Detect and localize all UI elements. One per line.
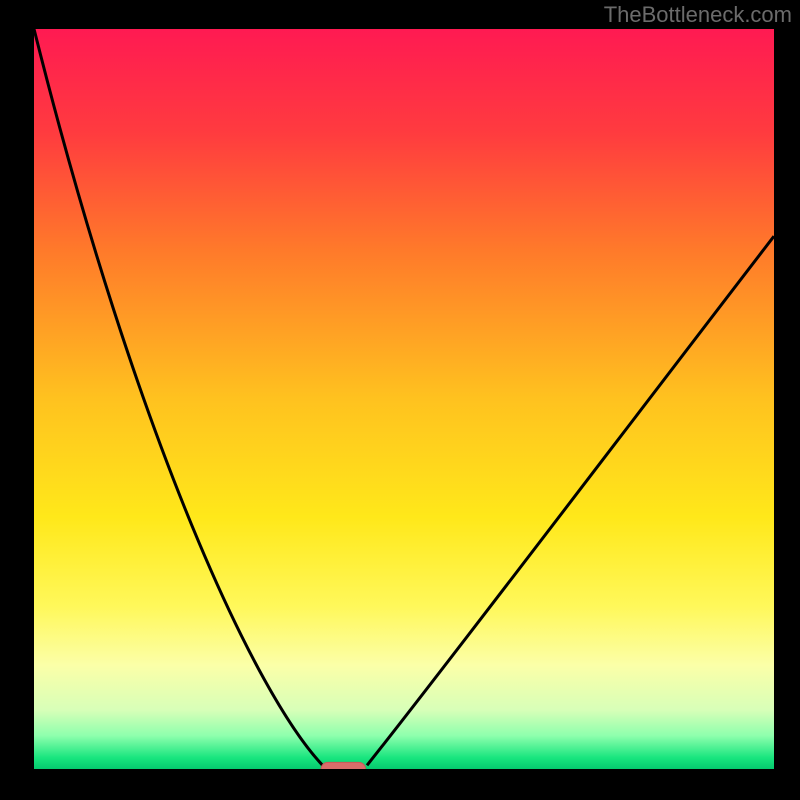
right-curve [367,236,774,765]
chart-frame: TheBottleneck.com [0,0,800,800]
minimum-marker [321,762,365,769]
v-curve-chart [34,29,774,769]
watermark-text: TheBottleneck.com [604,2,792,28]
plot-area [34,29,774,769]
left-curve [34,29,323,765]
